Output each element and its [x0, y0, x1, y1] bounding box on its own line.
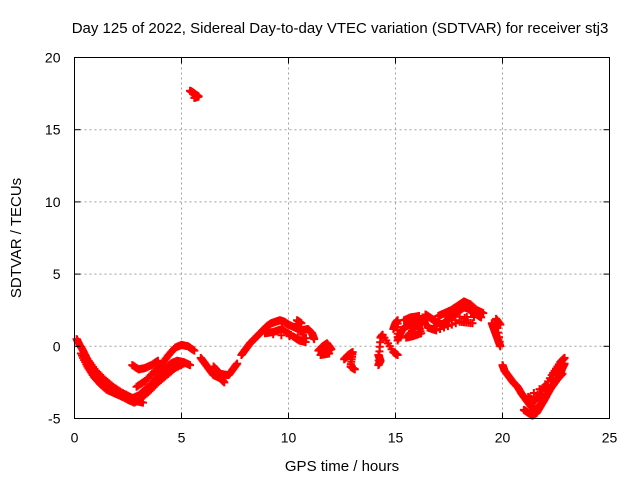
data-point: [496, 320, 505, 329]
data-point: [233, 359, 242, 368]
data-point: [552, 373, 561, 382]
axis-ticks: [74, 57, 610, 419]
data-point: [190, 93, 199, 102]
data-point: [190, 346, 199, 355]
data-point: [138, 398, 147, 407]
data-point: [529, 388, 538, 397]
data-point: [443, 322, 452, 331]
x-tick-label: 5: [178, 430, 186, 446]
data-point: [451, 319, 460, 328]
data-point: [415, 311, 424, 320]
x-tick-label: 10: [281, 430, 297, 446]
x-tick-label: 0: [71, 430, 79, 446]
data-point: [310, 335, 319, 344]
data-point: [436, 324, 445, 333]
data-point: [153, 356, 162, 365]
x-tick-label: 20: [495, 430, 511, 446]
data-point: [447, 320, 456, 329]
data-points: [72, 86, 569, 420]
data-point: [558, 369, 567, 378]
x-tick-label: 15: [388, 430, 404, 446]
y-tick-label: -5: [48, 411, 61, 427]
data-point: [468, 319, 477, 328]
y-tick-label: 15: [45, 122, 61, 138]
y-tick-label: 20: [45, 50, 61, 66]
data-point: [186, 361, 195, 370]
y-tick-labels: -5 0 5 10 15 20: [45, 50, 61, 427]
data-point: [325, 349, 334, 358]
data-point: [432, 326, 441, 335]
y-tick-label: 5: [53, 266, 61, 282]
plot-frame: [74, 57, 610, 419]
data-point: [393, 350, 402, 359]
x-tick-labels: 0 5 10 15 20 25: [71, 430, 618, 446]
y-axis-label: SDTVAR / TECUs: [8, 178, 25, 298]
y-tick-label: 10: [45, 194, 61, 210]
y-tick-label: 0: [53, 338, 61, 354]
chart-title: Day 125 of 2022, Sidereal Day-to-day VTE…: [72, 20, 609, 37]
x-axis-label: GPS time / hours: [285, 458, 399, 475]
x-tick-label: 25: [602, 430, 618, 446]
data-point: [469, 311, 478, 320]
data-point: [440, 323, 449, 332]
data-point: [560, 353, 569, 362]
data-point: [479, 309, 488, 318]
data-point: [297, 319, 306, 328]
data-point: [350, 365, 359, 374]
data-point: [535, 391, 544, 400]
